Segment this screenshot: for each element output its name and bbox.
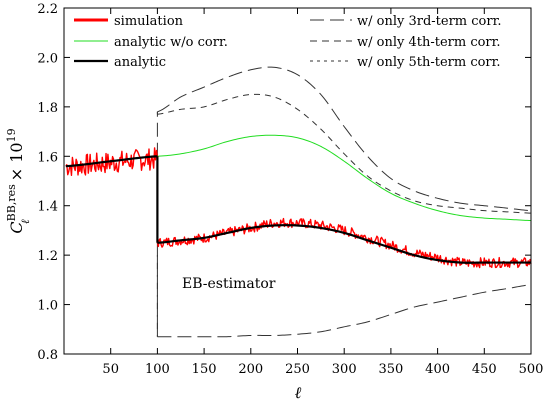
y-tick-label: 1.2 — [37, 249, 58, 264]
x-tick-label: 500 — [519, 362, 544, 377]
y-axis-title-exp: 19 — [5, 128, 18, 142]
x-tick-label: 350 — [378, 362, 403, 377]
x-tick-label: 450 — [472, 362, 497, 377]
series-line-1 — [157, 134, 532, 222]
series-line-4 — [156, 93, 532, 214]
series-layer — [65, 66, 532, 338]
legend-label-5: w/ only 5th-term corr. — [357, 55, 501, 70]
x-tick-label: 100 — [145, 362, 170, 377]
x-tick-label: 400 — [425, 362, 450, 377]
legend: simulation analytic w/o corr. analytic w/ o… — [74, 14, 502, 70]
y-axis-title-sub: ℓ — [19, 219, 32, 224]
plot-background — [64, 8, 531, 354]
y-tick-label: 2.2 — [37, 2, 58, 17]
tick-labels: 50 100 150 200 250 300 350 400 450 500 0.8 1.0 1.2 1.… — [37, 2, 543, 377]
y-axis-title-base: C — [7, 221, 26, 233]
legend-label-0: simulation — [114, 14, 184, 29]
y-tick-label: 1.8 — [37, 101, 58, 116]
series-line-2 — [65, 155, 531, 264]
y-axis-title-times: × 10 — [7, 142, 26, 181]
x-axis-title: ℓ — [295, 383, 302, 402]
y-tick-label: 1.0 — [37, 299, 58, 314]
y-tick-label: 2.0 — [37, 51, 58, 66]
y-axis-title-sup: BB,res — [5, 184, 18, 221]
legend-label-4: w/ only 4th-term corr. — [357, 35, 501, 50]
x-tick-label: 250 — [285, 362, 310, 377]
y-tick-label: 0.8 — [37, 348, 58, 363]
y-axis-title: CBB,res × 1019 — [5, 128, 26, 233]
legend-label-3: w/ only 3rd-term corr. — [357, 14, 502, 29]
annotation-eb-estimator: EB-estimator — [182, 276, 276, 292]
y-tick-label: 1.6 — [37, 150, 58, 165]
legend-label-1: analytic w/o corr. — [114, 35, 228, 50]
x-tick-label: 200 — [238, 362, 263, 377]
x-tick-label: 50 — [102, 362, 119, 377]
x-tick-label: 300 — [332, 362, 357, 377]
x-tick-label: 150 — [192, 362, 217, 377]
ticks-layer — [64, 7, 532, 355]
legend-label-2: analytic — [114, 55, 166, 70]
series-line-5 — [156, 255, 532, 338]
y-tick-label: 1.4 — [37, 200, 58, 215]
